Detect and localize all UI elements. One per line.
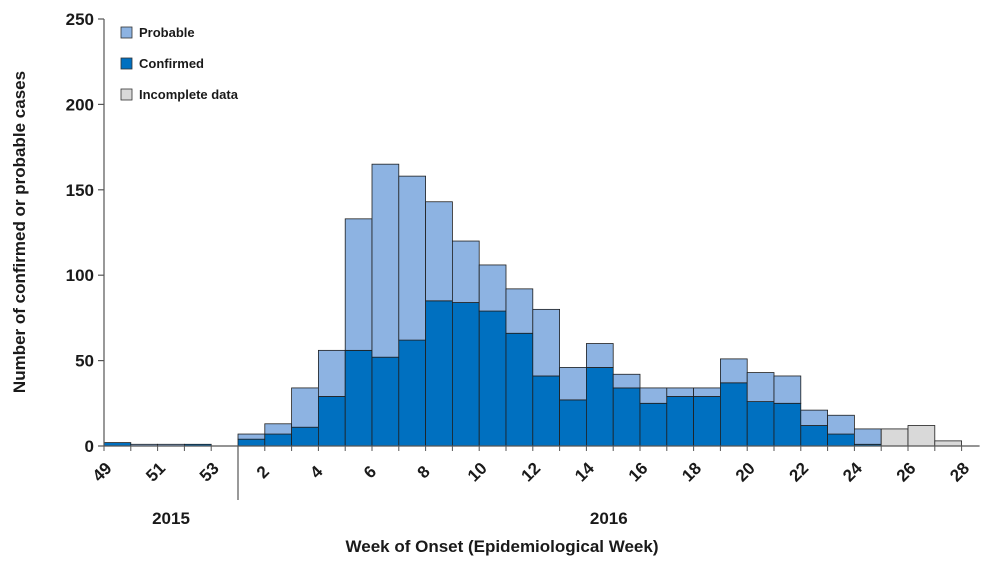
x-tick-label: 20 (732, 459, 759, 486)
bar-week-19-confirmed (720, 382, 748, 447)
x-tick-label: 49 (89, 459, 116, 486)
bar-week-26-incomplete (907, 425, 936, 447)
x-tick-label: 2 (253, 462, 273, 482)
bar-week-20-probable (746, 372, 775, 402)
legend: Probable Confirmed Incomplete data (120, 25, 239, 102)
bar-week-18-probable (693, 387, 721, 397)
bar-week-11-confirmed (505, 332, 534, 447)
legend-label-probable: Probable (139, 25, 195, 40)
bars-layer (103, 163, 962, 447)
bar-week-20-confirmed (746, 401, 775, 447)
bar-week-14-probable (586, 343, 614, 368)
x-tick-label: 16 (625, 459, 652, 486)
x-tick-label: 8 (414, 462, 434, 482)
bar-week-22-probable (800, 409, 828, 426)
bar-week-6-confirmed (371, 356, 400, 447)
x-tick-label: 6 (360, 462, 380, 482)
x-tick-label: 28 (946, 459, 973, 486)
bar-week-13-probable (559, 367, 587, 401)
bar-week-2-probable (264, 423, 292, 435)
bar-week-27-incomplete (934, 440, 962, 447)
x-tick-label: 51 (142, 459, 169, 486)
legend-label-incomplete: Incomplete data (139, 87, 239, 102)
bar-week-4-confirmed (317, 396, 346, 447)
y-tick-label: 150 (66, 181, 94, 200)
bar-week-23-probable (827, 414, 855, 435)
y-tick-label: 200 (66, 95, 94, 114)
bar-week-3-probable (291, 387, 319, 428)
bar-week-19-probable (720, 358, 748, 384)
x-tick-label: 10 (464, 459, 491, 486)
x-tick-label: 12 (518, 459, 545, 486)
legend-swatch-probable (120, 26, 133, 39)
bar-week-9-confirmed (451, 302, 480, 447)
y-axis-title: Number of confirmed or probable cases (10, 71, 29, 393)
bar-week-5-confirmed (344, 349, 373, 447)
bar-week-21-confirmed (773, 402, 802, 447)
x-tick-label: 4 (306, 462, 327, 483)
x-tick-label: 24 (839, 458, 866, 485)
bar-week-7-confirmed (398, 339, 426, 447)
bar-week-8-probable (425, 201, 453, 302)
legend-swatch-confirmed (120, 57, 133, 70)
x-tick-label: 53 (196, 459, 223, 486)
bar-week-12-probable (532, 308, 560, 377)
year-label-2015: 2015 (152, 509, 190, 528)
bar-week-16-probable (639, 387, 668, 404)
bar-week-2-confirmed (264, 433, 292, 447)
bar-week-7-probable (398, 175, 426, 341)
y-tick-label: 100 (66, 266, 94, 285)
bar-week-4-probable (317, 349, 346, 397)
legend-swatch-incomplete (120, 88, 133, 101)
year-label-2016: 2016 (590, 509, 628, 528)
x-tick-label: 26 (893, 459, 920, 486)
bar-week-15-probable (612, 373, 641, 389)
bar-week-11-probable (505, 288, 534, 334)
bar-week-21-probable (773, 375, 802, 404)
y-tick-label: 50 (75, 352, 94, 371)
bar-week-24-probable (854, 428, 882, 445)
bar-week-17-probable (666, 387, 694, 397)
y-tick-label: 250 (66, 10, 94, 29)
bar-week-13-confirmed (559, 399, 587, 447)
bar-week-22-confirmed (800, 425, 828, 447)
bar-week-8-confirmed (425, 300, 453, 447)
bar-week-3-confirmed (291, 426, 319, 447)
bar-week-9-probable (451, 240, 480, 303)
bar-week-1-probable (237, 433, 266, 440)
bar-week-6-probable (371, 163, 400, 358)
x-tick-label: 14 (571, 458, 598, 485)
y-tick-label: 0 (85, 437, 94, 456)
bar-week-18-confirmed (693, 396, 721, 447)
bar-week-12-confirmed (532, 375, 560, 447)
bar-week-14-confirmed (586, 367, 614, 447)
bar-week-5-probable (344, 218, 373, 351)
x-tick-label: 22 (786, 459, 813, 486)
bar-week-25-incomplete (880, 428, 909, 447)
bar-week-16-confirmed (639, 402, 668, 447)
bar-week-10-confirmed (478, 310, 507, 447)
x-axis-title: Week of Onset (Epidemiological Week) (346, 537, 659, 556)
bar-week-23-confirmed (827, 433, 855, 447)
x-tick-label: 18 (678, 459, 705, 486)
bar-week-1-confirmed (237, 438, 266, 447)
bar-week-17-confirmed (666, 396, 694, 447)
bar-week-15-confirmed (612, 387, 641, 447)
legend-label-confirmed: Confirmed (139, 56, 204, 71)
bar-week-10-probable (478, 264, 507, 312)
